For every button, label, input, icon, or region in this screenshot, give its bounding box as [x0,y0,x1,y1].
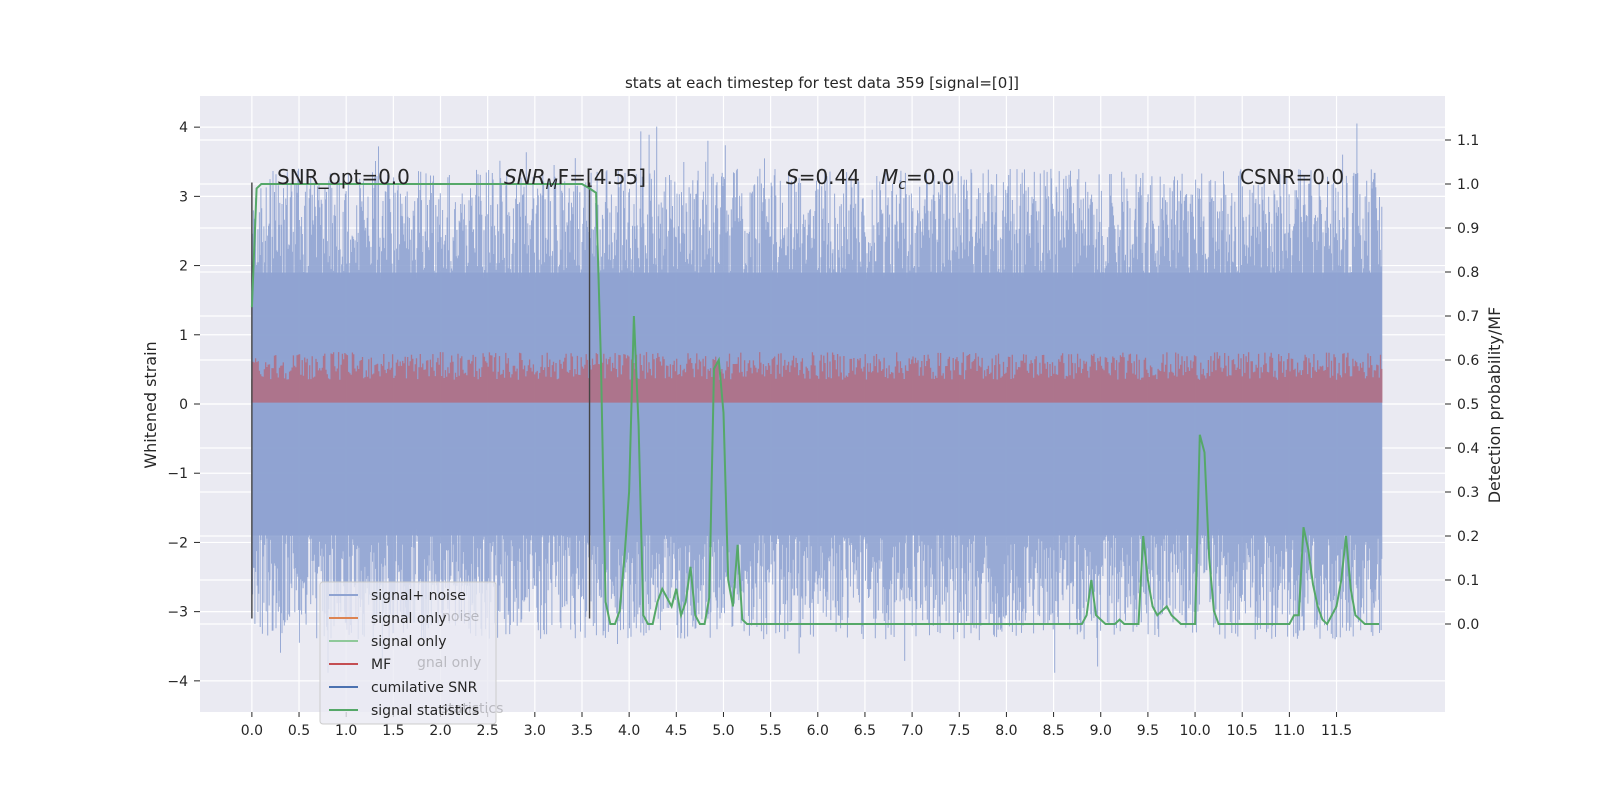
x-tick-label: 1.0 [335,723,357,739]
snr-mf-prefix: SNR [504,165,546,189]
mc-label: M [881,165,898,189]
x-tick-label: 4.5 [665,723,687,739]
y-tick-label-right: 0.3 [1457,485,1479,501]
y-tick-label-right: 0.0 [1457,617,1479,633]
x-tick-label: 11.0 [1274,723,1305,739]
csnr-annotation: CSNR=0.0 [1240,165,1344,189]
y-tick-labels-right: 1.1 1.0 0.9 0.8 0.7 0.6 0.5 0.4 0.3 0.2 0.1 0.0 [1445,133,1479,633]
mc-annotation: Mc=0.0 [881,165,955,193]
mc-sub: c [898,177,906,193]
x-tick-label: 6.0 [807,723,829,739]
y-tick-label: −4 [167,674,188,690]
y-axis-label-right: Detection probability/MF [1485,307,1504,504]
s-label: S [786,165,799,189]
x-tick-label: 0.0 [241,723,263,739]
y-tick-label: 2 [179,259,188,275]
legend-label: cumilative SNR [371,680,478,696]
y-tick-label-right: 1.0 [1457,177,1479,193]
y-tick-label-right: 0.6 [1457,353,1479,369]
y-tick-label-right: 1.1 [1457,133,1479,149]
annotations: SNR_opt=0.0 SNRMF=[4.55] S=0.44 Mc=0.0 C… [277,165,1344,193]
signal-statistics-line [250,183,1379,626]
snr-mf-sub: M [546,177,558,193]
y-tick-label: −3 [167,605,188,621]
y-tick-label-right: 0.1 [1457,573,1479,589]
x-tick-label: 3.0 [524,723,546,739]
x-tick-label: 2.0 [429,723,451,739]
legend-ghost-text: noise gnal only statistics [417,609,503,717]
x-tick-label: 9.0 [1090,723,1112,739]
signal-statistics-series [250,183,1379,626]
snr-opt-annotation: SNR_opt=0.0 [277,165,410,189]
y-tick-label: 3 [179,189,188,205]
legend-label: signal+ noise [371,588,466,604]
x-tick-labels: 0.0 0.5 1.0 1.5 2.0 2.5 3.0 3.5 4.0 4.5 5.0 5.5 6.0 6… [241,712,1352,739]
x-tick-label: 1.5 [382,723,404,739]
signal-noise-series [251,123,1383,673]
legend-label: signal only [371,634,446,650]
x-tick-label: 8.0 [995,723,1017,739]
s-value: =0.44 [799,165,860,189]
legend-ghost-label: noise [442,609,479,625]
y-axis-label: Whitened strain [141,341,160,468]
legend-ghost-label: gnal only [417,655,481,671]
snr-mf-annotation: SNRMF=[4.55] [504,165,646,193]
chart-title: stats at each timestep for test data 359… [625,74,1019,92]
y-tick-label-right: 0.2 [1457,529,1479,545]
x-tick-label: 2.5 [477,723,499,739]
vertical-markers [251,182,591,619]
y-tick-label-right: 0.4 [1457,441,1479,457]
y-tick-label: 1 [179,328,188,344]
y-tick-label-right: 0.9 [1457,221,1479,237]
legend-items: signal+ noise signal only signal only MF cum… [329,588,479,719]
x-tick-label: 7.0 [901,723,923,739]
y-tick-labels-left: 4 3 2 1 0 −1 −2 −3 −4 [167,120,200,690]
y-tick-label: −2 [167,535,188,551]
legend-label: signal statistics [371,703,479,719]
x-tick-label: 11.5 [1321,723,1352,739]
x-tick-label: 10.5 [1227,723,1258,739]
y-tick-label: 4 [179,120,188,136]
x-tick-label: 6.5 [854,723,876,739]
y-tick-label: 0 [179,397,188,413]
y-tick-label-right: 0.5 [1457,397,1479,413]
y-tick-label-right: 0.8 [1457,265,1479,281]
y-tick-label: −1 [167,466,188,482]
legend-label: MF [371,657,391,673]
legend-ghost-label: statistics [441,701,503,717]
x-tick-label: 5.0 [712,723,734,739]
legend-box [319,581,497,725]
x-tick-label: 3.5 [571,723,593,739]
legend-label: signal only [371,611,446,627]
x-tick-label: 5.5 [759,723,781,739]
x-tick-label: 10.0 [1179,723,1210,739]
x-tick-label: 9.5 [1137,723,1159,739]
x-tick-label: 4.0 [618,723,640,739]
x-tick-label: 0.5 [288,723,310,739]
s-annotation: S=0.44 [786,165,860,189]
y-tick-label-right: 0.7 [1457,309,1479,325]
mc-value: =0.0 [906,165,955,189]
x-tick-label: 7.5 [948,723,970,739]
snr-mf-suffix: F=[4.55] [558,165,646,189]
x-tick-label: 8.5 [1042,723,1064,739]
